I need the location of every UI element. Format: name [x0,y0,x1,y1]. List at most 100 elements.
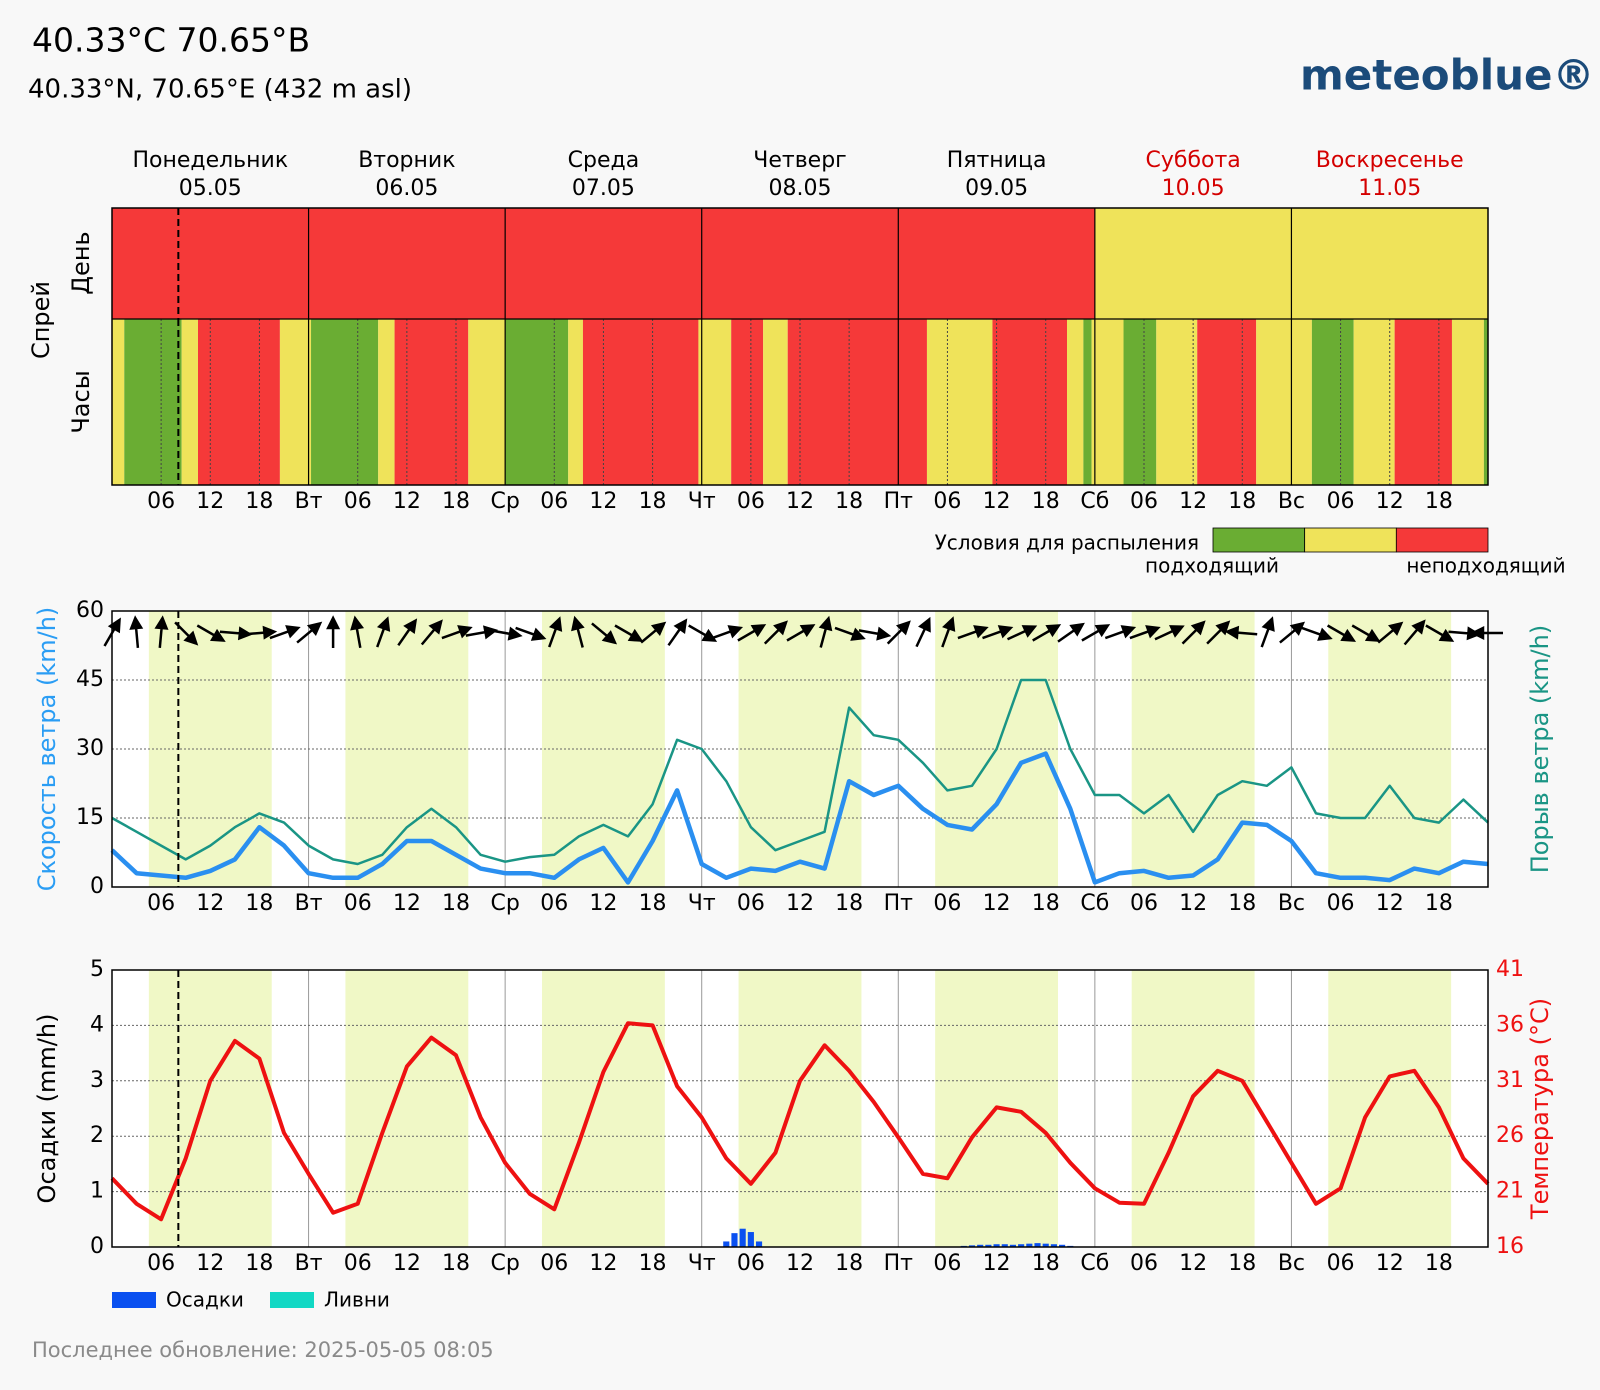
x-tick-label: 06 [1130,1251,1158,1276]
hour-cell [112,319,125,485]
day-name: Суббота [1146,148,1241,173]
day-cell [1094,208,1292,319]
wind-arrow [1301,626,1333,641]
legend-swatch [112,1292,156,1308]
hour-cell [1256,319,1312,485]
x-tick-label: 18 [835,489,863,514]
daylight-band [1131,970,1255,1247]
x-tick-label: 12 [786,489,814,514]
legend-label: подходящий [1145,554,1279,578]
wind-arrow [667,618,688,647]
precip-bar [977,1244,984,1247]
x-tick-label: 12 [589,891,617,916]
day-name: Пятница [947,148,1047,173]
x-tick-label: 18 [1425,891,1453,916]
hour-cell [1451,319,1484,485]
wind-arrow [915,616,931,648]
wind-arrow [982,625,1014,640]
precip-bar [1009,1244,1017,1247]
wind-arrow [244,625,278,640]
wind-arrow [786,624,816,642]
hour-cell [1067,319,1084,485]
x-tick-label: 06 [737,1251,765,1276]
x-tick-label: 06 [147,489,175,514]
x-tick-label: Ср [490,1251,519,1276]
subtitle: 40.33°N, 70.65°E (432 m asl) [28,75,412,105]
day-name: Четверг [753,148,846,173]
day-date: 10.05 [1162,176,1225,201]
hour-cell [1083,319,1092,485]
x-tick-label: 06 [737,891,765,916]
wind-arrow [941,616,956,648]
y-tick-label: 5 [90,957,104,982]
wind-arrow [129,615,144,649]
x-tick-label: 06 [1327,1251,1355,1276]
precip-bar [1042,1243,1049,1247]
x-tick-label: Чт [688,489,716,514]
day-cell [701,208,899,319]
legend-title: Условия для распыления [935,531,1199,555]
wind-arrow [103,617,121,647]
x-tick-label: 12 [983,891,1011,916]
wind-arrow [441,625,473,640]
x-tick-label: 18 [1228,489,1256,514]
precip-bar [993,1244,1000,1247]
plot-border [111,610,1489,888]
x-tick-label: 18 [639,891,667,916]
plot-border [111,969,1489,1248]
y-tick-label: 2 [90,1123,104,1148]
wind-arrow [154,615,169,649]
wind-arrow [490,626,523,641]
day-date: 06.05 [375,176,438,201]
hour-cell [731,319,764,485]
y-tick-label: 0 [90,1234,104,1259]
x-tick-label: 18 [639,489,667,514]
wind-arrow [465,625,499,640]
hour-cell [1091,319,1124,485]
x-tick-label: 18 [245,891,273,916]
y2-axis-title: Порыв ветра (km/h) [1526,625,1554,873]
y-title: Спрей [27,281,55,359]
y2-tick-label: 26 [1496,1123,1524,1148]
x-tick-label: 06 [1130,891,1158,916]
x-tick-label: 12 [196,1251,224,1276]
day-name: Вторник [358,148,455,173]
wind-arrow [688,624,718,642]
day-name: Воскресенье [1316,148,1464,173]
x-tick-label: 12 [1376,1251,1404,1276]
x-tick-label: 18 [835,891,863,916]
plot-border [111,207,1489,486]
wind-arrow [1279,621,1306,644]
x-tick-label: 06 [540,489,568,514]
wind-arrow [326,615,341,648]
precip-bar [1059,1244,1066,1247]
x-tick-label: 12 [589,489,617,514]
x-tick-label: 18 [442,891,470,916]
x-tick-label: 12 [393,489,421,514]
x-tick-label: Ср [490,891,519,916]
x-tick-label: 18 [245,1251,273,1276]
x-tick-label: Вс [1278,1251,1305,1276]
y2-tick-label: 41 [1496,957,1524,982]
y2-tick-label: 31 [1496,1068,1524,1093]
daylight-band [542,970,665,1247]
x-tick-label: 06 [344,489,372,514]
x-tick-label: 12 [1179,1251,1207,1276]
precip-bar [747,1232,754,1247]
x-tick-label: Вт [295,489,323,514]
x-tick-label: Пт [884,489,914,514]
x-tick-label: 12 [196,489,224,514]
precip-bar [1050,1244,1057,1247]
legend-label: неподходящий [1406,554,1565,578]
precip-bar [1026,1243,1033,1247]
wind-arrow [1154,625,1185,641]
precip-bar [1018,1244,1025,1247]
hour-cell [378,319,395,485]
y2-axis-title: Температура (°C) [1526,998,1554,1220]
x-tick-label: 06 [540,1251,568,1276]
day-date: 07.05 [572,176,635,201]
wind-arrow [1425,624,1455,642]
legend-swatch [1212,527,1306,553]
x-tick-label: 18 [1228,1251,1256,1276]
